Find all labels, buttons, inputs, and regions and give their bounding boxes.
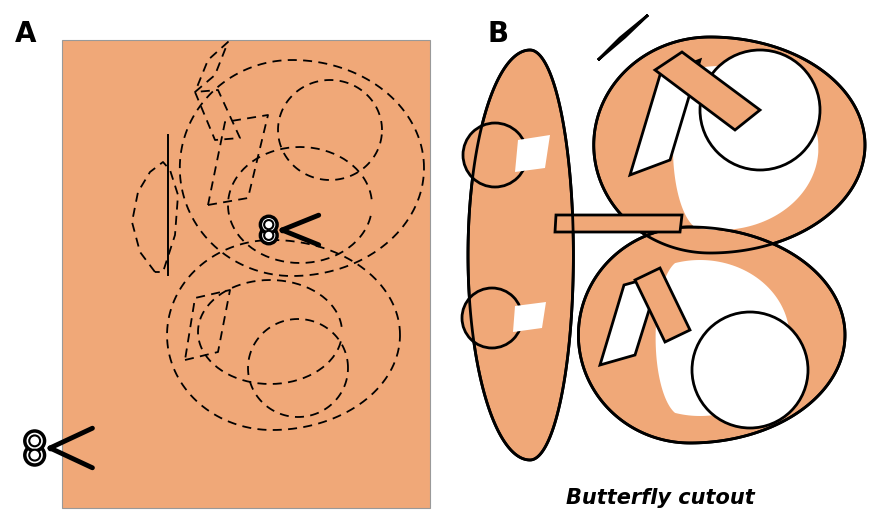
Polygon shape — [513, 302, 546, 332]
Circle shape — [260, 216, 277, 233]
Text: B: B — [488, 20, 510, 48]
Polygon shape — [600, 275, 660, 365]
Polygon shape — [635, 268, 690, 342]
Circle shape — [264, 220, 274, 229]
Circle shape — [29, 450, 40, 461]
Circle shape — [462, 288, 522, 348]
Circle shape — [25, 445, 45, 465]
Circle shape — [692, 312, 808, 428]
Circle shape — [260, 227, 277, 244]
Polygon shape — [630, 60, 700, 175]
Polygon shape — [598, 15, 648, 60]
Text: Butterfly cutout: Butterfly cutout — [566, 488, 754, 508]
Polygon shape — [555, 215, 682, 232]
Circle shape — [463, 123, 527, 187]
Polygon shape — [673, 66, 818, 230]
Polygon shape — [655, 52, 760, 130]
Polygon shape — [594, 37, 865, 253]
Polygon shape — [656, 260, 789, 416]
Circle shape — [25, 431, 45, 450]
Polygon shape — [515, 135, 550, 172]
Circle shape — [264, 231, 274, 240]
Text: A: A — [15, 20, 36, 48]
Bar — [62, 40, 430, 508]
Polygon shape — [578, 227, 845, 443]
Polygon shape — [468, 50, 574, 460]
Circle shape — [700, 50, 820, 170]
Circle shape — [29, 436, 40, 446]
